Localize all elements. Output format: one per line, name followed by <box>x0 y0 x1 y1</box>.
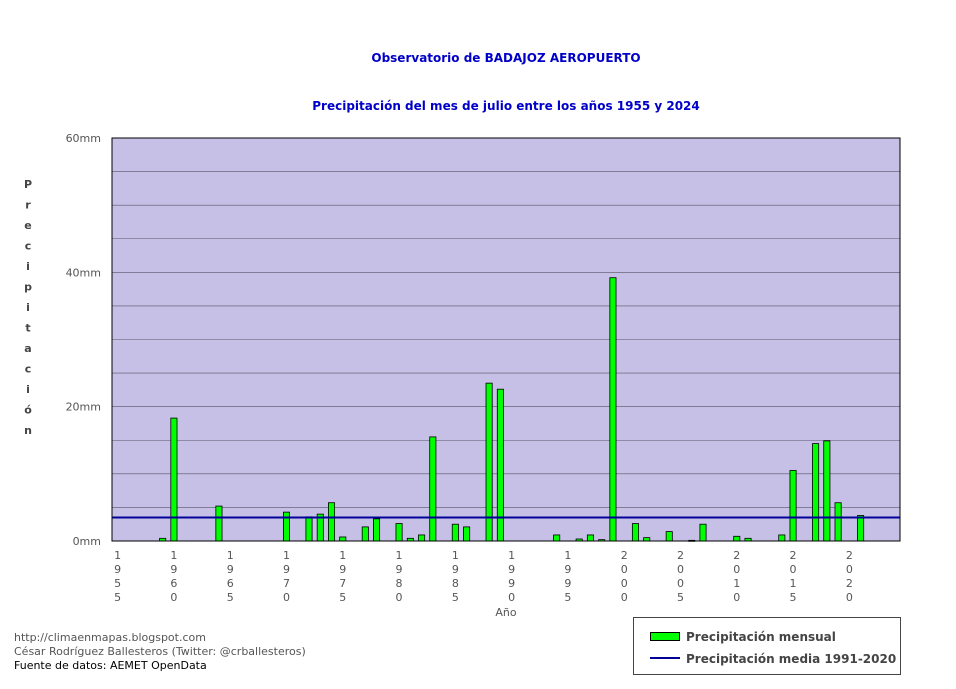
x-axis-label: Año <box>495 606 516 619</box>
bar <box>429 436 437 542</box>
legend-label-mean: Precipitación media 1991-2020 <box>686 652 897 666</box>
bar <box>418 534 426 542</box>
chart-title: Observatorio de BADAJOZ AEROPUERTO <box>371 51 641 65</box>
bar <box>834 502 842 542</box>
x-axis-ticks: 1 9 5 5 1 9 6 0 1 9 6 5 1 9 7 0 1 9 7 5 1 9 8 0 1 9 8 5 1 9 9 0 1 9 9 5 2 0 0 0… <box>114 549 853 604</box>
bar <box>665 531 673 542</box>
gridlines <box>112 171 900 508</box>
bar <box>553 534 561 542</box>
credits-blog: http://climaenmapas.blogspot.com <box>14 631 206 644</box>
bar <box>789 470 797 542</box>
y-tick-label: 40mm <box>66 266 101 279</box>
bar <box>812 443 820 542</box>
bar <box>361 526 369 542</box>
bar <box>463 526 471 542</box>
bar <box>451 523 459 542</box>
legend-swatch-line <box>650 657 680 659</box>
bar <box>823 440 831 542</box>
plot-border <box>111 137 901 542</box>
bar <box>609 277 617 542</box>
legend: Precipitación mensual Precipitación medi… <box>633 617 901 675</box>
legend-swatch-bar <box>650 632 680 641</box>
bar <box>631 523 639 542</box>
bar <box>170 417 178 542</box>
bar <box>395 523 403 542</box>
y-tick-label: 60mm <box>66 132 101 145</box>
bar <box>305 516 313 542</box>
bar <box>733 535 741 542</box>
bar <box>857 515 865 542</box>
bar <box>328 502 336 542</box>
bar <box>586 534 594 542</box>
credits-author: César Rodríguez Ballesteros (Twitter: @c… <box>14 645 306 658</box>
bar <box>373 518 381 542</box>
bar <box>778 534 786 542</box>
bar <box>699 523 707 542</box>
bar <box>215 505 223 542</box>
bar <box>339 536 347 542</box>
y-tick-label: 0mm <box>73 535 101 548</box>
bars <box>159 277 865 542</box>
y-axis-ticks: 0mm 20mm 40mm 60mm <box>66 132 101 548</box>
bar <box>643 537 651 542</box>
credits-source: Fuente de datos: AEMET OpenData <box>14 659 207 672</box>
chart-subtitle: Precipitación del mes de julio entre los… <box>312 99 700 113</box>
bar <box>282 511 290 542</box>
legend-label-monthly: Precipitación mensual <box>686 630 836 644</box>
y-tick-label: 20mm <box>66 401 101 414</box>
